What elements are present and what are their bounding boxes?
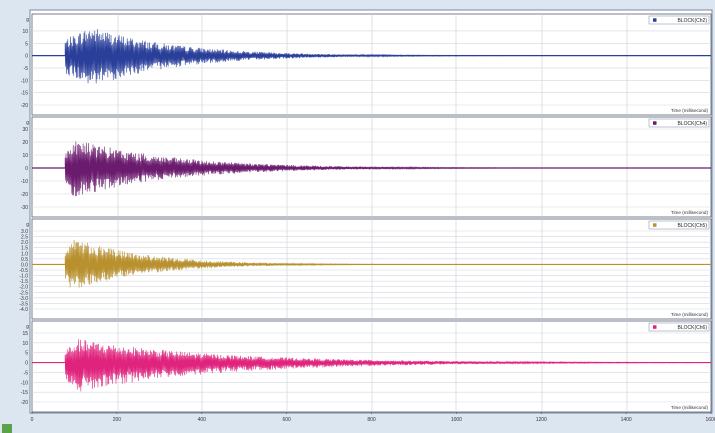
y-tick-label: -1.5 (19, 279, 28, 285)
y-tick-label: -4.0 (19, 307, 28, 313)
y-tick-label: -2.5 (19, 290, 28, 296)
y-tick-label: -15 (21, 390, 28, 396)
x-tick-label: 800 (367, 417, 376, 423)
legend-label: BLOCK(Ch4) (678, 121, 708, 127)
legend: BLOCK(Ch2) (648, 15, 710, 25)
y-tick-label: 2.5 (21, 235, 28, 241)
y-tick-label: -30 (21, 205, 28, 211)
x-tick-label: 1600 (705, 417, 715, 423)
y-tick-label: -10 (21, 179, 28, 185)
series-line (64, 141, 711, 197)
panel-4: 15 10 5 0 -5 -10 -15 -20 g Time (millisecond) BLOC… (21, 320, 712, 413)
y-tick-label: -2.0 (19, 285, 28, 291)
legend-marker (653, 325, 657, 329)
y-tick-label: -10 (21, 380, 28, 386)
y-tick-label: -10 (21, 78, 28, 84)
x-axis-label: Time (millisecond) (671, 210, 709, 215)
y-tick-label: -3.0 (19, 296, 28, 302)
series-line (64, 29, 711, 84)
series-line (64, 239, 711, 288)
x-axis-label: Time (millisecond) (671, 405, 709, 410)
series-line (64, 339, 712, 392)
y-tick-label: -20 (21, 103, 28, 109)
y-tick-label: -20 (21, 192, 28, 198)
legend-box (648, 15, 710, 25)
y-tick-label: -5 (24, 370, 29, 376)
x-tick-label: 400 (198, 417, 207, 423)
panel-1: 10 5 0 -5 -10 -15 -20 g Time (millisecond) BLOCK(… (21, 13, 712, 116)
y-axis-label: g (26, 222, 29, 228)
y-tick-label: -3.5 (19, 301, 28, 307)
legend-label: BLOCK(Ch2) (678, 18, 708, 24)
legend: BLOCK(Ch4) (648, 118, 710, 128)
x-tick-label: 1000 (451, 417, 462, 423)
legend: BLOCK(Ch6) (648, 322, 710, 332)
x-tick-label: 1400 (621, 417, 632, 423)
legend-label: BLOCK(Ch6) (678, 325, 708, 331)
y-tick-label: 20 (22, 140, 28, 146)
legend-marker (653, 121, 657, 125)
y-axis-label: g (26, 17, 29, 23)
y-tick-label: 5 (25, 351, 28, 357)
panel-2: 30 20 10 0 -10 -20 -30 g Time (millisecond) BLOCK… (21, 116, 712, 218)
x-axis: 0 200 400 600 800 1000 1200 1400 1600 (31, 412, 715, 423)
status-grip-icon[interactable] (2, 424, 12, 433)
y-tick-label: 0 (25, 361, 28, 367)
x-axis-label: Time (millisecond) (671, 108, 709, 113)
y-tick-label: 1.0 (21, 251, 28, 257)
y-tick-label: -20 (21, 400, 28, 406)
panel-border (31, 218, 712, 320)
y-tick-label: 0.5 (21, 257, 28, 263)
y-tick-label: 0.0 (21, 262, 28, 268)
x-tick-label: 200 (113, 417, 122, 423)
y-tick-label: 0 (25, 166, 28, 172)
x-axis-label: Time (millisecond) (671, 312, 709, 317)
y-tick-label: -5 (24, 66, 29, 72)
y-tick-label: 3.0 (21, 229, 28, 235)
x-tick-label: 0 (31, 417, 34, 423)
y-tick-label: 10 (22, 29, 28, 35)
y-tick-label: 0 (25, 54, 28, 60)
y-tick-label: 15 (22, 331, 28, 337)
y-tick-label: 10 (22, 341, 28, 347)
legend-label: BLOCK(Ch5) (678, 223, 708, 229)
panels: 10 5 0 -5 -10 -15 -20 g Time (millisecond) BLOCK(… (19, 13, 712, 413)
x-tick-label: 600 (282, 417, 291, 423)
y-tick-label: -1.0 (19, 274, 28, 280)
y-tick-label: 1.5 (21, 246, 28, 252)
panel-3: 3.02.52.01.51.00.50.0-0.5-1.0-1.5-2.0-2.… (19, 218, 712, 320)
y-tick-label: 5 (25, 41, 28, 47)
legend-marker (653, 18, 657, 22)
y-axis-label: g (26, 324, 29, 330)
x-tick-label: 1200 (536, 417, 547, 423)
legend-box (648, 220, 710, 230)
y-tick-label: 2.0 (21, 240, 28, 246)
legend-box (648, 322, 710, 332)
y-tick-label: -0.5 (19, 268, 28, 274)
y-tick-label: 10 (22, 153, 28, 159)
y-axis-label: g (26, 120, 29, 126)
legend: BLOCK(Ch5) (648, 220, 710, 230)
y-tick-label: -15 (21, 91, 28, 97)
y-tick-label: 30 (22, 127, 28, 133)
legend-marker (653, 223, 657, 227)
legend-box (648, 118, 710, 128)
